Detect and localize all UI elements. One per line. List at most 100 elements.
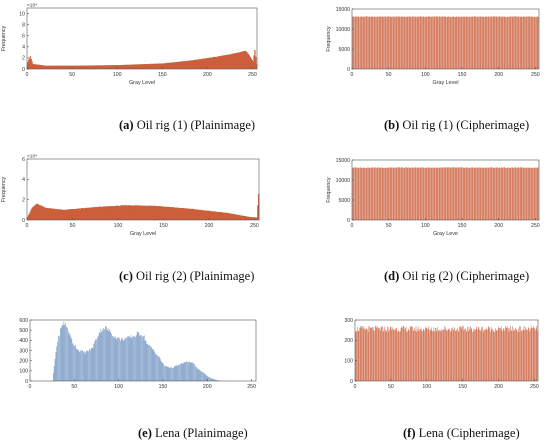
- bar: [460, 167, 462, 220]
- bar: [82, 65, 84, 69]
- bar: [160, 206, 162, 220]
- bar: [537, 16, 539, 69]
- bar: [402, 325, 404, 381]
- bar: [398, 167, 400, 220]
- bar: [474, 16, 476, 69]
- bar: [69, 65, 71, 69]
- x-tick-label: 0: [26, 72, 29, 78]
- bar: [427, 329, 428, 381]
- bar: [114, 205, 117, 220]
- bar: [422, 167, 423, 220]
- bar: [470, 328, 472, 381]
- bar: [105, 326, 106, 381]
- bar: [442, 329, 444, 381]
- y-tick-label: 0: [347, 67, 350, 73]
- bar: [524, 16, 525, 69]
- bar: [248, 216, 250, 220]
- bar: [470, 167, 471, 220]
- bar: [476, 167, 478, 220]
- bar: [166, 366, 168, 381]
- bar: [203, 58, 205, 69]
- bar: [223, 212, 225, 220]
- bar: [60, 327, 62, 381]
- bar: [70, 209, 72, 220]
- bar: [484, 16, 485, 69]
- bar: [394, 16, 395, 69]
- bar: [385, 16, 387, 69]
- bar: [530, 167, 532, 220]
- bar: [415, 326, 417, 381]
- bar: [222, 55, 225, 69]
- bar: [419, 167, 420, 220]
- bar: [382, 167, 384, 220]
- bar: [106, 206, 109, 220]
- bar: [501, 329, 503, 381]
- bar: [387, 326, 388, 381]
- y-tick-label: 6: [22, 157, 25, 163]
- bar: [354, 16, 355, 70]
- bar: [88, 65, 90, 69]
- bar: [416, 167, 417, 220]
- bar: [53, 365, 55, 381]
- bar: [512, 16, 514, 69]
- bar: [136, 332, 138, 381]
- bar: [365, 16, 367, 69]
- bar: [479, 167, 480, 220]
- bar: [532, 167, 533, 220]
- bar: [65, 209, 67, 220]
- bar: [187, 60, 190, 69]
- bar: [393, 329, 395, 381]
- bar: [30, 58, 32, 69]
- bar: [472, 16, 474, 69]
- bar: [374, 167, 376, 220]
- bar: [163, 363, 164, 381]
- bar: [123, 205, 125, 220]
- bar: [533, 327, 535, 381]
- bar: [178, 207, 180, 220]
- bar: [87, 207, 89, 220]
- bar: [465, 329, 467, 381]
- bar: [220, 212, 222, 220]
- bar: [384, 16, 386, 69]
- bar: [181, 207, 184, 220]
- bar: [380, 330, 381, 381]
- bar: [34, 205, 36, 220]
- bar: [118, 65, 120, 69]
- bar: [171, 62, 173, 69]
- bar: [368, 326, 370, 381]
- bar: [27, 60, 30, 69]
- bar: [73, 344, 74, 381]
- y-tick-label: 10: [19, 11, 25, 17]
- bar: [427, 16, 429, 69]
- bar: [113, 205, 115, 220]
- bar: [503, 16, 504, 69]
- bar: [152, 205, 154, 220]
- caption-a: (a) Oil rig (1) (Plainimage): [119, 118, 256, 132]
- bar: [500, 167, 501, 220]
- bar: [62, 325, 64, 381]
- bar: [465, 16, 467, 69]
- bar: [83, 208, 85, 220]
- bar: [380, 16, 382, 69]
- bar: [489, 328, 490, 381]
- bar: [112, 65, 114, 69]
- bar: [151, 348, 153, 381]
- bar: [509, 167, 510, 220]
- bar: [522, 329, 524, 381]
- bar: [421, 330, 422, 381]
- x-tick-label: 250: [250, 223, 259, 229]
- bar: [57, 65, 59, 69]
- bar: [373, 16, 374, 69]
- bar: [235, 52, 237, 69]
- bar: [488, 167, 490, 220]
- bar: [54, 358, 56, 381]
- bar: [479, 16, 481, 69]
- bar: [457, 16, 458, 70]
- bar: [74, 208, 76, 220]
- x-tick-label: 0: [351, 72, 354, 78]
- bar: [388, 16, 390, 69]
- bar: [404, 329, 405, 381]
- bar: [217, 380, 218, 381]
